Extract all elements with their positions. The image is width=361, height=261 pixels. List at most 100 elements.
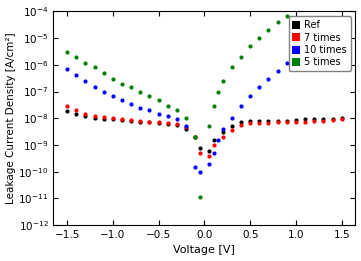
Ref <box>197 146 202 149</box>
Ref <box>120 118 124 122</box>
Ref <box>221 131 225 134</box>
7 times <box>239 124 243 127</box>
Ref <box>156 122 161 125</box>
5 times <box>74 55 78 58</box>
7 times <box>101 116 106 119</box>
5 times <box>184 117 188 120</box>
Ref <box>330 117 335 120</box>
10 times <box>294 55 298 58</box>
7 times <box>248 122 252 125</box>
Ref <box>275 119 280 122</box>
Ref <box>207 149 211 152</box>
Ref <box>111 118 115 121</box>
10 times <box>147 109 152 112</box>
7 times <box>230 129 234 132</box>
7 times <box>147 120 152 123</box>
Line: 7 times: 7 times <box>65 104 344 158</box>
7 times <box>184 126 188 129</box>
Ref <box>138 120 143 123</box>
Line: 5 times: 5 times <box>65 0 344 199</box>
7 times <box>340 118 344 121</box>
10 times <box>166 115 170 118</box>
7 times <box>156 121 161 124</box>
Ref <box>284 119 289 122</box>
Ref <box>303 118 307 121</box>
10 times <box>221 127 225 130</box>
Ref <box>257 119 261 122</box>
5 times <box>257 37 261 40</box>
5 times <box>92 66 97 69</box>
Ref <box>83 115 87 118</box>
7 times <box>212 143 216 146</box>
7 times <box>312 119 316 122</box>
10 times <box>303 47 307 50</box>
X-axis label: Voltage [V]: Voltage [V] <box>173 245 235 256</box>
7 times <box>83 112 87 115</box>
5 times <box>294 8 298 11</box>
5 times <box>138 90 143 93</box>
10 times <box>111 94 115 97</box>
10 times <box>83 79 87 82</box>
7 times <box>138 119 143 122</box>
7 times <box>303 120 307 123</box>
10 times <box>239 104 243 107</box>
7 times <box>111 117 115 120</box>
Ref <box>147 121 152 124</box>
10 times <box>92 85 97 88</box>
Ref <box>101 117 106 120</box>
5 times <box>303 2 307 5</box>
Ref <box>294 118 298 122</box>
Ref <box>266 119 271 122</box>
5 times <box>193 135 197 139</box>
10 times <box>207 162 211 165</box>
7 times <box>65 105 69 108</box>
10 times <box>197 170 202 173</box>
7 times <box>175 123 179 126</box>
10 times <box>330 28 335 32</box>
Ref <box>166 123 170 126</box>
Ref <box>212 139 216 142</box>
5 times <box>248 45 252 48</box>
5 times <box>197 196 202 199</box>
Legend: Ref, 7 times, 10 times, 5 times: Ref, 7 times, 10 times, 5 times <box>288 16 351 72</box>
10 times <box>230 117 234 120</box>
7 times <box>74 109 78 112</box>
7 times <box>284 121 289 124</box>
Ref <box>340 117 344 120</box>
Line: 10 times: 10 times <box>65 23 344 174</box>
Ref <box>312 118 316 121</box>
10 times <box>266 77 271 80</box>
10 times <box>120 98 124 101</box>
5 times <box>221 79 225 82</box>
7 times <box>197 151 202 155</box>
7 times <box>266 122 271 125</box>
10 times <box>248 94 252 97</box>
Y-axis label: Leakage Current Density [A/cm²]: Leakage Current Density [A/cm²] <box>5 32 16 204</box>
5 times <box>175 109 179 112</box>
5 times <box>101 71 106 74</box>
Ref <box>184 127 188 130</box>
Ref <box>74 113 78 116</box>
5 times <box>111 77 115 80</box>
10 times <box>275 69 280 72</box>
Ref <box>239 121 243 124</box>
5 times <box>83 61 87 64</box>
5 times <box>216 90 220 93</box>
5 times <box>266 28 271 32</box>
10 times <box>184 125 188 128</box>
Ref <box>321 118 326 121</box>
10 times <box>312 41 316 44</box>
7 times <box>330 118 335 122</box>
10 times <box>65 67 69 70</box>
7 times <box>166 122 170 125</box>
Ref <box>92 116 97 119</box>
Ref <box>175 124 179 127</box>
Line: Ref: Ref <box>65 109 344 153</box>
5 times <box>239 55 243 58</box>
10 times <box>284 61 289 64</box>
10 times <box>101 90 106 93</box>
5 times <box>147 94 152 97</box>
7 times <box>207 154 211 157</box>
5 times <box>156 98 161 101</box>
10 times <box>321 34 326 38</box>
